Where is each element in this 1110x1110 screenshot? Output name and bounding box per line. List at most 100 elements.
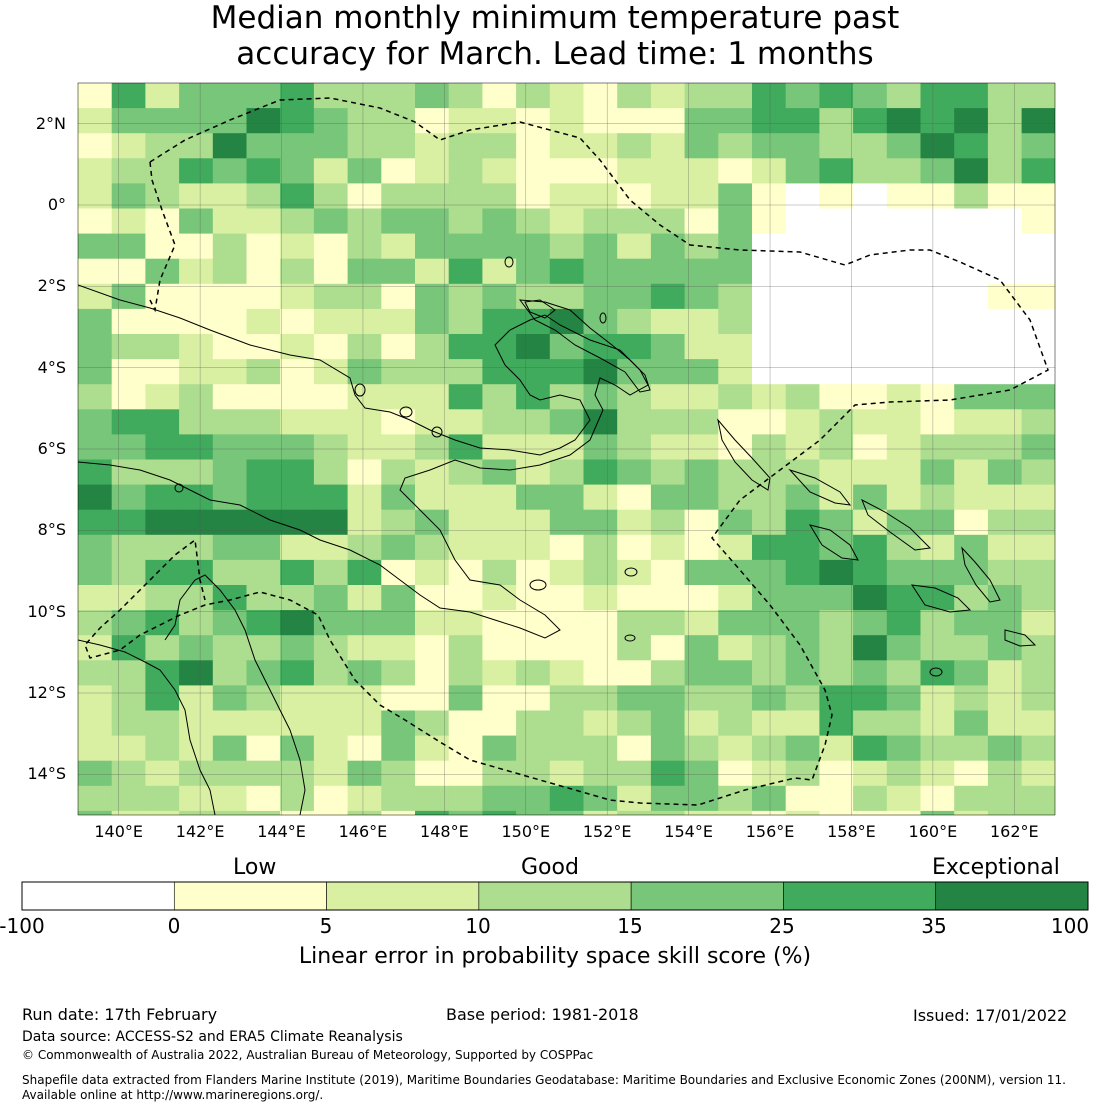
skill-cell xyxy=(313,233,349,260)
skill-cell xyxy=(415,585,450,611)
skill-cell xyxy=(280,484,315,511)
skill-cell xyxy=(313,158,349,184)
skill-cell xyxy=(78,233,113,260)
skill-cell xyxy=(415,710,450,737)
skill-cell xyxy=(819,384,854,410)
skill-cell xyxy=(650,534,686,561)
skill-cell xyxy=(617,384,652,410)
skill-cell xyxy=(179,710,214,737)
skill-cell xyxy=(482,283,517,310)
skill-cell xyxy=(482,158,517,184)
skill-cell xyxy=(785,283,820,310)
skill-cell xyxy=(78,484,113,511)
skill-cell xyxy=(347,760,382,787)
skill-cell xyxy=(684,434,719,461)
skill-cell xyxy=(448,785,483,812)
skill-cell xyxy=(684,509,719,536)
skill-cell xyxy=(617,108,652,134)
skill-cell xyxy=(617,459,652,486)
choiseul-coast xyxy=(788,468,852,506)
skill-cell xyxy=(179,660,214,686)
skill-cell xyxy=(650,710,686,737)
skill-cell xyxy=(583,785,618,812)
skill-cell xyxy=(347,334,382,360)
skill-cell xyxy=(650,283,686,310)
skill-cell xyxy=(415,359,450,385)
skill-cell xyxy=(347,258,382,285)
skill-cell xyxy=(684,484,719,511)
skill-cell xyxy=(718,434,753,461)
skill-cell xyxy=(111,785,146,812)
skill-cell xyxy=(212,710,248,737)
skill-cell xyxy=(987,710,1023,737)
skill-cell xyxy=(1021,509,1055,536)
skill-cell xyxy=(516,158,551,184)
skill-cell xyxy=(752,610,787,636)
skill-cell xyxy=(617,610,652,636)
colorbar-tick: 100 xyxy=(1050,914,1090,938)
skill-cell xyxy=(448,409,483,435)
skill-cell xyxy=(785,308,820,335)
skill-cell xyxy=(111,409,146,435)
skill-cell xyxy=(853,785,888,812)
skill-cell xyxy=(415,434,450,461)
skill-cell xyxy=(853,660,888,686)
skill-cell xyxy=(853,434,888,461)
skill-cell xyxy=(954,635,989,661)
skill-cell xyxy=(684,785,719,812)
skill-cell xyxy=(752,434,787,461)
skill-cell xyxy=(381,384,416,410)
skill-cell xyxy=(853,308,888,335)
skill-cell xyxy=(482,785,517,812)
skill-cell xyxy=(482,233,517,260)
skill-cell xyxy=(650,334,686,360)
longitude-label: 146°E xyxy=(338,822,388,841)
skill-cell xyxy=(145,83,180,109)
skill-cell xyxy=(347,534,382,561)
skill-cell xyxy=(448,810,483,815)
skill-cell xyxy=(516,434,551,461)
skill-cell xyxy=(482,434,517,461)
skill-cell xyxy=(516,660,551,686)
skill-cell xyxy=(718,83,753,109)
skill-cell xyxy=(853,233,888,260)
skill-cell xyxy=(145,785,180,812)
skill-cell xyxy=(415,334,450,360)
skill-cell xyxy=(987,208,1023,235)
skill-cell xyxy=(920,384,955,410)
skill-cell xyxy=(549,760,585,787)
skill-cell xyxy=(549,359,585,385)
skill-cell xyxy=(920,459,955,486)
skill-cell xyxy=(886,409,922,435)
skill-cell xyxy=(617,785,652,812)
skill-cell xyxy=(145,810,180,815)
skill-cell xyxy=(347,409,382,435)
skill-cell xyxy=(819,334,854,360)
skill-cell xyxy=(684,810,719,815)
skill-cell xyxy=(246,484,281,511)
skill-cell xyxy=(516,559,551,586)
skill-cell xyxy=(78,308,113,335)
skill-cell xyxy=(280,133,315,159)
skill-cell xyxy=(920,409,955,435)
skill-cell xyxy=(246,108,281,134)
skill-cell xyxy=(415,233,450,260)
skill-cell xyxy=(684,334,719,360)
skill-cell xyxy=(482,760,517,787)
skill-cell xyxy=(954,434,989,461)
skill-cell xyxy=(752,258,787,285)
copyright: © Commonwealth of Australia 2022, Austra… xyxy=(22,1048,594,1062)
skill-cell xyxy=(650,233,686,260)
skill-cell xyxy=(280,359,315,385)
skill-cell xyxy=(212,158,248,184)
skill-cell xyxy=(920,133,955,159)
colorbar-segment xyxy=(630,881,784,911)
skill-cell xyxy=(819,660,854,686)
skill-cell xyxy=(448,484,483,511)
skill-cell xyxy=(448,108,483,134)
skill-cell xyxy=(886,158,922,184)
skill-cell xyxy=(920,359,955,385)
skill-cell xyxy=(516,610,551,636)
skill-cell xyxy=(179,83,214,109)
skill-cell xyxy=(78,334,113,360)
